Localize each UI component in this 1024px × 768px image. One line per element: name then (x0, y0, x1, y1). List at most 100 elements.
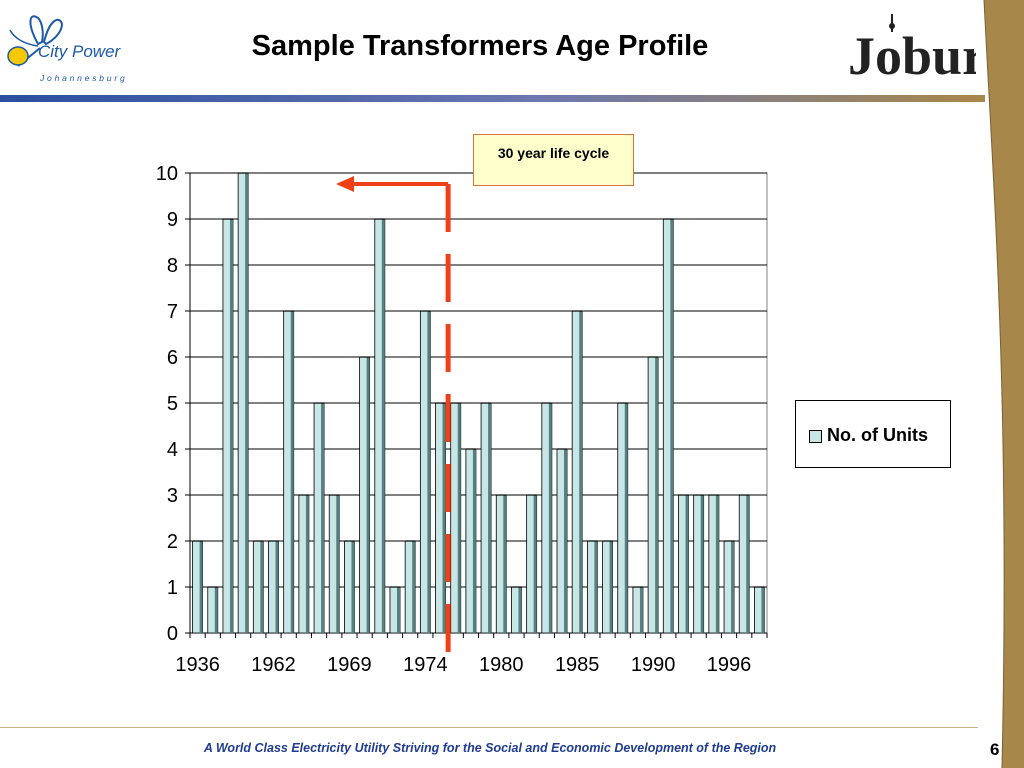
bar-side (290, 311, 294, 633)
bar (450, 402, 462, 634)
bar (693, 494, 705, 634)
bar-side (715, 495, 719, 633)
bar-side (685, 495, 689, 633)
joburg-logo: Joburg (848, 14, 976, 86)
footer-rule (0, 727, 978, 728)
footer-tagline: A World Class Electricity Utility Strivi… (203, 741, 777, 755)
x-tick-label: 1985 (555, 654, 600, 676)
bar-side (412, 541, 416, 633)
bar (435, 402, 446, 634)
bar-side (518, 587, 522, 633)
bar (268, 540, 279, 634)
x-tick-label: 1996 (707, 654, 752, 676)
bar (617, 402, 629, 634)
butterfly-icon (7, 15, 64, 67)
bar-side (305, 495, 309, 633)
bar-side (700, 495, 704, 633)
bar (344, 540, 355, 634)
bar (662, 218, 674, 634)
bar-side (655, 357, 659, 633)
bar (708, 494, 720, 634)
bar (419, 310, 431, 634)
joburg-wordmark: Joburg (848, 26, 976, 86)
bar-side (472, 449, 476, 633)
x-tick-label: 1936 (175, 654, 220, 676)
marker-arrow-head (336, 176, 354, 192)
bar (298, 494, 310, 634)
bar-side (214, 587, 218, 633)
bar-side (229, 219, 233, 633)
y-tick-label: 5 (167, 393, 178, 415)
bar (207, 586, 219, 634)
bar-side (442, 403, 446, 633)
bar-side (321, 403, 325, 633)
bar (647, 356, 659, 634)
bar (222, 218, 234, 634)
bar-side (624, 403, 628, 633)
bar (465, 448, 477, 634)
x-axis-ticks: 1936 1962 1969 1974 1980 1985 1990 1996 (175, 633, 768, 676)
bar (571, 310, 583, 634)
bar-side (533, 495, 537, 633)
bar (389, 586, 401, 634)
bar (328, 494, 340, 634)
bar (252, 540, 264, 634)
bar-side (731, 541, 735, 633)
bar (678, 494, 689, 634)
legend-swatch (809, 430, 822, 443)
chart-legend: No. of Units (795, 400, 951, 468)
bar-side (548, 403, 552, 633)
life-cycle-marker (336, 176, 451, 662)
right-decorative-band (983, 0, 1024, 768)
bar (192, 540, 204, 634)
bar (374, 218, 386, 634)
bar-side (366, 357, 370, 633)
header-rule (0, 95, 985, 102)
bar-side (351, 541, 355, 633)
bar (313, 402, 325, 634)
bar (586, 540, 598, 634)
city-power-sub: Johannesburg (40, 73, 128, 83)
y-tick-label: 6 (167, 347, 178, 369)
bar-side (427, 311, 431, 633)
bar (541, 402, 553, 634)
y-tick-label: 1 (167, 577, 178, 599)
x-tick-label: 1974 (403, 654, 448, 676)
bar-side (396, 587, 400, 633)
bar-side (564, 449, 568, 633)
bar (404, 540, 416, 634)
bar-side (761, 587, 765, 633)
bar (237, 172, 249, 634)
legend-label: No. of Units (827, 425, 928, 445)
bar-side (639, 587, 643, 633)
bar-side (275, 541, 279, 633)
y-tick-label: 3 (167, 485, 178, 507)
bar-side (579, 311, 583, 633)
bar (753, 586, 765, 634)
bar-side (381, 219, 385, 633)
chart-bars (192, 172, 765, 634)
bar (723, 540, 735, 634)
bar-side (670, 219, 674, 633)
bar (526, 494, 538, 634)
x-tick-label: 1980 (479, 654, 524, 676)
page-number: 6 (990, 740, 1000, 759)
x-tick-label: 1962 (251, 654, 296, 676)
bar-side (260, 541, 264, 633)
city-power-name: City Power (38, 42, 121, 61)
life-cycle-callout: 30 year life cycle (473, 134, 634, 186)
bar-side (457, 403, 461, 633)
bar (495, 494, 507, 634)
bar (480, 402, 492, 634)
bar-side (594, 541, 598, 633)
bar (283, 310, 295, 634)
y-tick-label: 4 (167, 439, 178, 461)
y-tick-label: 9 (167, 209, 178, 231)
bar-side (336, 495, 340, 633)
bar (556, 448, 568, 634)
bar (359, 356, 371, 634)
bar-side (245, 173, 249, 633)
x-tick-label: 1969 (327, 654, 372, 676)
bar (738, 494, 750, 634)
